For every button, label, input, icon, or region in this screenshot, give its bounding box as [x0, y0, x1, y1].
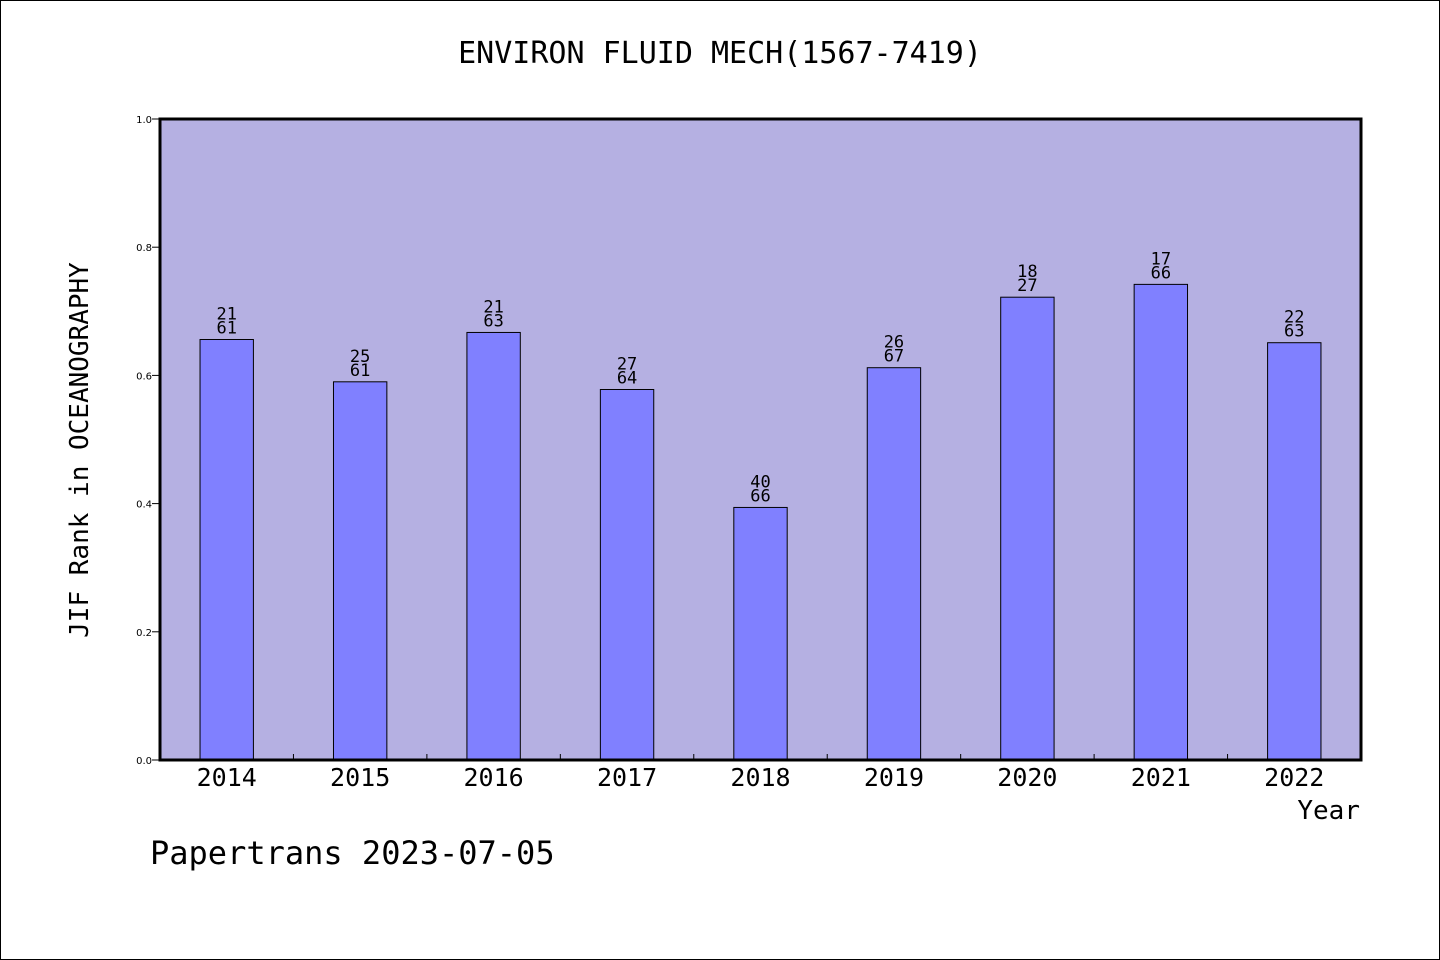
bar: [1133, 283, 1189, 761]
x-tick-label: 2019: [864, 763, 924, 792]
bar: [599, 389, 655, 761]
x-tick-label: 2020: [997, 763, 1057, 792]
bar-label-top: 17: [1151, 249, 1171, 269]
chart-title: ENVIRON FLUID MECH(1567-7419): [458, 36, 982, 71]
bar-label-bottom: 61: [216, 319, 236, 339]
bar-label-bottom: 63: [483, 311, 503, 331]
bar: [733, 506, 788, 761]
bar-label-top: 18: [1017, 262, 1037, 282]
bar: [332, 381, 388, 761]
bar-label-top: 27: [617, 355, 637, 375]
bar-label-top: 40: [750, 472, 770, 492]
x-tick-label: 2017: [597, 763, 657, 792]
bar-label-top: 21: [216, 305, 236, 325]
bar: [866, 367, 922, 761]
bar-label-bottom: 66: [750, 486, 770, 506]
bar: [1000, 296, 1055, 761]
y-tick-label: 0.0: [136, 756, 152, 767]
y-tick-label: 0.4: [136, 500, 152, 511]
y-tick-label: 1.0: [136, 115, 152, 126]
bar-label-bottom: 61: [350, 361, 370, 381]
bar-label-bottom: 67: [884, 347, 904, 367]
bar-label-bottom: 64: [617, 369, 637, 389]
x-tick-label: 2014: [197, 763, 257, 792]
bar: [1267, 342, 1322, 761]
x-tick-label: 2022: [1264, 763, 1324, 792]
x-axis-label: Year: [1297, 796, 1360, 826]
x-tick-label: 2016: [464, 763, 524, 792]
bar-label-top: 21: [483, 297, 503, 317]
footer-credit: Papertrans 2023-07-05: [150, 834, 555, 872]
x-tick-label: 2021: [1131, 763, 1191, 792]
bar-label-top: 25: [350, 347, 370, 367]
y-tick-label: 0.6: [136, 371, 152, 382]
bar: [199, 339, 254, 761]
bar-label-top: 22: [1284, 308, 1304, 328]
bar-label-bottom: 27: [1017, 276, 1037, 296]
bar-label-bottom: 63: [1284, 322, 1304, 342]
plot-border: [158, 117, 1363, 762]
bar-label-bottom: 66: [1151, 263, 1171, 283]
bar-label-top: 26: [884, 333, 904, 353]
y-tick-label: 0.2: [136, 628, 152, 639]
x-tick-label: 2018: [730, 763, 790, 792]
bar: [466, 331, 521, 761]
y-tick-label: 0.8: [136, 243, 152, 254]
x-tick-label: 2015: [330, 763, 390, 792]
